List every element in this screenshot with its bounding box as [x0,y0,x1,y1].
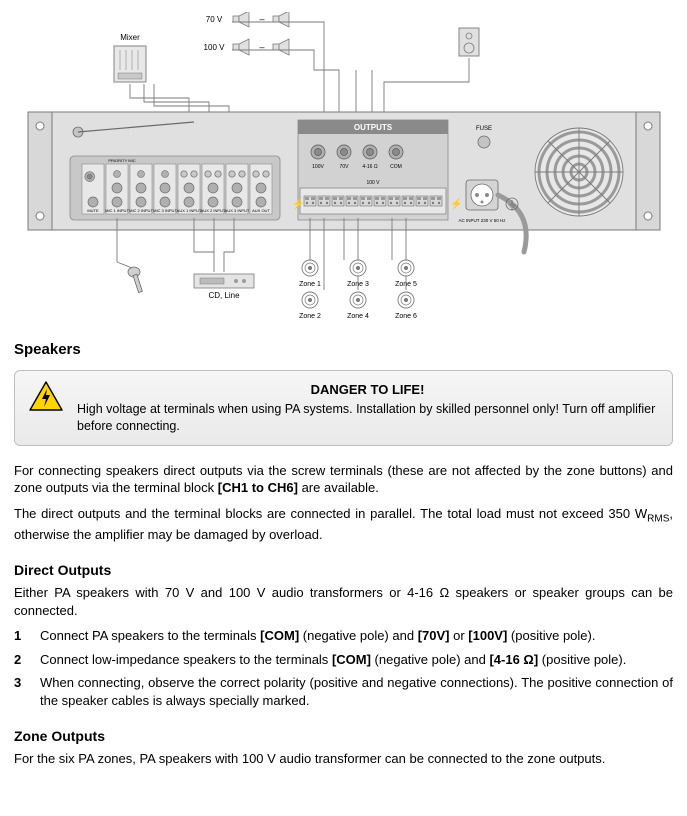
zone-speakers: Zone 1 Zone 3 Zone 5 Zone 2 Zone 4 Zone … [299,218,417,320]
step-2: 2 Connect low-impedance speakers to the … [14,651,673,669]
paragraph-2: The direct outputs and the terminal bloc… [14,505,673,544]
svg-text:Zone 1: Zone 1 [299,281,321,288]
svg-text:COM: COM [390,164,402,170]
step-1: 1 Connect PA speakers to the terminals [… [14,627,673,645]
svg-text:AUX 1 INPUT: AUX 1 INPUT [177,208,202,213]
speaker-box-icon [459,28,479,56]
svg-text:–: – [259,14,264,24]
svg-text:100 V: 100 V [366,180,380,186]
svg-text:PRIORITY MIC: PRIORITY MIC [108,158,135,163]
speaker-icon [233,39,249,55]
svg-text:⚡: ⚡ [292,197,304,210]
step-3: 3 When connecting, observe the correct p… [14,674,673,709]
speaker-icon [273,12,289,27]
svg-text:4-16 Ω: 4-16 Ω [362,164,377,170]
svg-text:Zone 4: Zone 4 [347,313,369,320]
warning-body: High voltage at terminals when using PA … [77,401,658,435]
fan-grille-icon [535,128,623,216]
svg-text:AUX 3 INPUT: AUX 3 INPUT [225,208,250,213]
paragraph-1: For connecting speakers direct outputs v… [14,462,673,497]
svg-text:MIC 1 INPUT: MIC 1 INPUT [105,208,129,213]
zone-outputs-body: For the six PA zones, PA speakers with 1… [14,750,673,768]
connection-diagram: Mixer 70 V – 100 V – [14,12,673,322]
svg-text:Zone 5: Zone 5 [395,281,417,288]
speakers-heading: Speakers [14,340,673,360]
svg-text:–: – [259,42,264,52]
warning-title: DANGER TO LIFE! [77,381,658,399]
mixer-icon [114,46,146,82]
svg-text:MIC 3 INPUT: MIC 3 INPUT [153,208,177,213]
svg-text:Zone 2: Zone 2 [299,313,321,320]
direct-outputs-intro: Either PA speakers with 70 V and 100 V a… [14,584,673,619]
v100-label: 100 V [204,43,226,52]
warning-icon [29,381,63,411]
direct-outputs-steps: 1 Connect PA speakers to the terminals [… [14,627,673,709]
svg-text:70V: 70V [340,164,350,170]
svg-text:100V: 100V [312,164,324,170]
svg-text:CD, Line: CD, Line [208,291,240,300]
v70-label: 70 V [206,15,223,24]
power-inlet-icon [466,180,498,210]
mixer-label: Mixer [120,33,140,42]
svg-text:OUTPUTS: OUTPUTS [354,123,393,132]
zone-outputs-heading: Zone Outputs [14,727,673,746]
warning-box: DANGER TO LIFE! High voltage at terminal… [14,370,673,445]
svg-text:Zone 3: Zone 3 [347,281,369,288]
svg-text:MIC 2 INPUT: MIC 2 INPUT [129,208,153,213]
svg-text:AUX OUT: AUX OUT [252,208,270,213]
microphone-icon [128,267,142,293]
svg-text:⚡: ⚡ [450,197,462,210]
svg-text:FUSE: FUSE [476,126,492,132]
svg-text:AUX 2 INPUT: AUX 2 INPUT [201,208,226,213]
cd-player-icon [194,274,254,288]
direct-outputs-heading: Direct Outputs [14,561,673,580]
speaker-icon [233,12,249,27]
svg-text:Zone 6: Zone 6 [395,313,417,320]
svg-text:MUTE: MUTE [87,208,99,213]
svg-text:AC INPUT 230 V 50 Hz: AC INPUT 230 V 50 Hz [459,218,507,223]
speaker-icon [273,39,289,55]
